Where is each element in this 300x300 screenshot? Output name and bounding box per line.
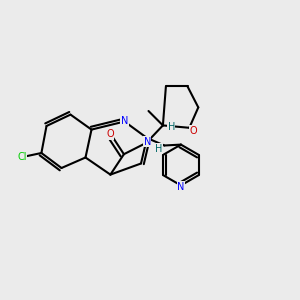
Text: N: N [144, 137, 151, 147]
Text: N: N [121, 116, 128, 127]
Text: N: N [177, 182, 184, 192]
Text: Cl: Cl [17, 152, 27, 163]
Text: O: O [189, 126, 197, 136]
Text: O: O [106, 129, 114, 140]
Text: H: H [168, 122, 175, 132]
Text: H: H [155, 144, 162, 154]
